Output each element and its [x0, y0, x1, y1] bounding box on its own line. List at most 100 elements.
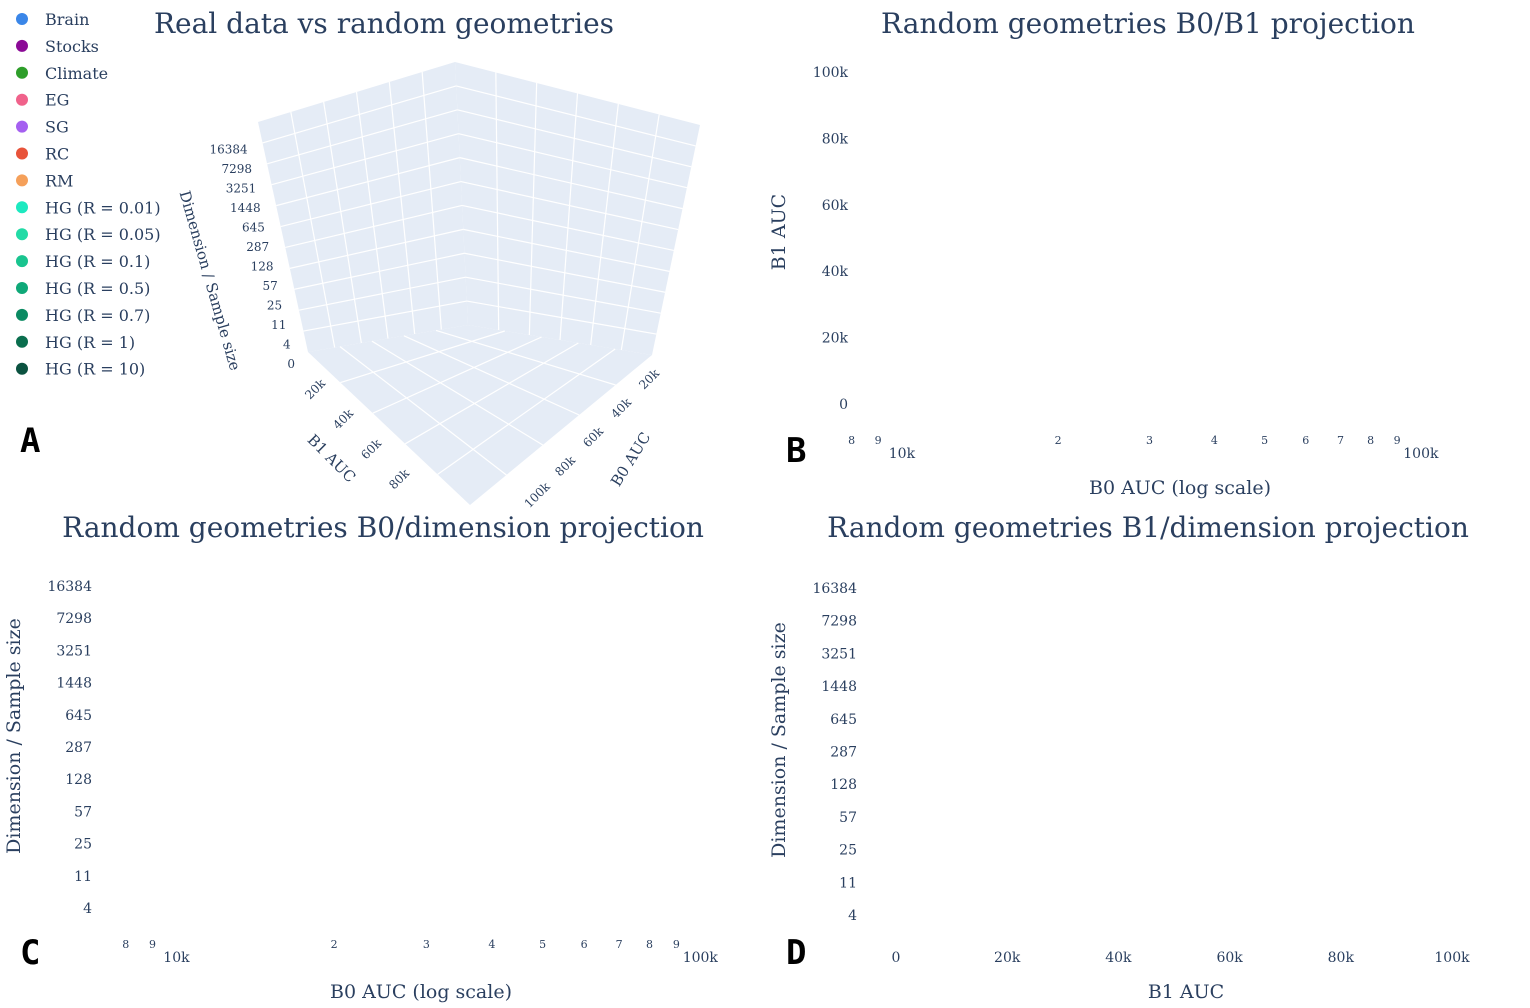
panel-c-ytick: 11: [74, 869, 92, 885]
panel-c-ytick: 25: [74, 837, 92, 853]
panel-d-ytick: 128: [830, 777, 857, 793]
panel-c-xtick-minor: 3: [423, 938, 430, 951]
panel-a-gridline: [266, 109, 458, 165]
panel-d-ticks: 0 20k 40k 60k 80k 100k 4 11 25 57 128 287 645 1448 325…: [812, 581, 1470, 966]
panel-a-ytick: 80k: [386, 466, 412, 492]
legend-label-hg-r-0-5[interactable]: HG (R = 0.5): [45, 279, 150, 298]
panel-b-xtick: 100k: [1403, 446, 1439, 462]
panel-c-xlabel: B0 AUC (log scale): [330, 981, 512, 1003]
panel-b-ytick: 80k: [822, 131, 849, 147]
legend-label-eg[interactable]: EG: [45, 91, 69, 110]
panel-c-ytick: 3251: [56, 643, 92, 659]
panel-a-gridline: [289, 228, 464, 269]
legend-label-hg-r-10[interactable]: HG (R = 10): [45, 360, 145, 379]
panel-b-xtick-minor: 8: [848, 434, 855, 447]
panel-a-gridline: [463, 228, 670, 272]
panel-a-gridline: [290, 111, 336, 348]
legend-label-rm[interactable]: RM: [45, 171, 73, 190]
panel-a-gridline: [435, 329, 616, 386]
panel-a-gridline: [323, 101, 362, 344]
panel-letter-c: C: [20, 933, 40, 973]
panel-c-xtick: 100k: [683, 950, 719, 966]
panel-d-ytick: 1448: [821, 679, 857, 695]
panel-a-ztick: 57: [263, 279, 278, 293]
panel-a-ztick: 7298: [221, 162, 252, 176]
panel-a-ztick: 11: [271, 318, 286, 332]
panel-d-ytick: 645: [830, 712, 857, 728]
panel-a-grid: [262, 71, 696, 476]
panel-d-title: Random geometries B1/dimension projectio…: [827, 511, 1469, 544]
panel-d-chart[interactable]: Random geometries B1/dimension projectio…: [768, 511, 1470, 1003]
legend-marker-hg-r-0-05: [16, 228, 28, 241]
legend[interactable]: Brain Stocks Climate EG SG RC RM HG (R = 0.01) H…: [16, 10, 161, 379]
legend-label-climate[interactable]: Climate: [45, 64, 108, 83]
panel-b-xtick-minor: 4: [1211, 434, 1218, 447]
panel-c-ytick: 645: [65, 708, 92, 724]
legend-marker-hg-r-0-7: [16, 308, 28, 321]
panel-c-xtick-minor: 8: [646, 938, 653, 951]
panel-c-xtick-minor: 9: [149, 938, 156, 951]
legend-label-hg-r-1[interactable]: HG (R = 1): [45, 333, 135, 352]
panel-a-gridline: [280, 180, 462, 228]
legend-marker-hg-r-0-01: [16, 201, 28, 214]
panel-a-3d-chart[interactable]: Real data vs random geometries 0 4 11 25 57 1…: [154, 7, 700, 511]
panel-a-xtick: 80k: [552, 453, 578, 479]
legend-label-stocks[interactable]: Stocks: [45, 37, 99, 56]
panel-a-gridline: [465, 276, 661, 314]
panel-b-ytick: 60k: [822, 198, 849, 214]
panel-a-gridline: [294, 252, 465, 290]
panel-a-gridline: [372, 336, 542, 414]
panel-c-xtick-minor: 8: [122, 938, 129, 951]
panel-a-ylabel: B1 AUC: [304, 431, 359, 486]
panel-a-gridline: [559, 93, 579, 341]
panel-b-ytick: 100k: [813, 65, 849, 81]
panel-d-ytick: 4: [848, 908, 857, 924]
panel-d-ytick: 16384: [812, 581, 857, 597]
panel-a-gridline: [271, 133, 459, 186]
legend-label-hg-r-0-7[interactable]: HG (R = 0.7): [45, 306, 150, 325]
legend-label-brain[interactable]: Brain: [45, 10, 89, 29]
legend-label-hg-r-0-01[interactable]: HG (R = 0.01): [45, 198, 161, 217]
panel-a-ztick: 16384: [210, 143, 249, 157]
panel-c-title: Random geometries B0/dimension projectio…: [62, 511, 704, 544]
panel-c-ytick: 128: [65, 772, 92, 788]
panel-c-ticks: 10k 100k 8 9 2 3 4 5 6 7 8 9 4 11 25 57 128 287 645 1448 325…: [47, 579, 718, 966]
legend-label-hg-r-0-05[interactable]: HG (R = 0.05): [45, 225, 161, 244]
panel-d-ytick: 7298: [821, 614, 857, 630]
panel-c-xtick-minor: 7: [616, 938, 623, 951]
panel-b-chart[interactable]: Random geometries B0/B1 projection 10k 10…: [768, 7, 1439, 499]
panel-a-gridline: [285, 204, 463, 249]
panel-letter-b: B: [786, 431, 806, 471]
legend-label-hg-r-0-1[interactable]: HG (R = 0.1): [45, 252, 150, 271]
legend-label-rc[interactable]: RC: [45, 145, 69, 164]
legend-marker-hg-r-10: [16, 362, 28, 375]
panel-b-ylabel: B1 AUC: [768, 194, 790, 270]
panel-b-ticks: 10k 100k 8 9 2 3 4 5 6 7 8 9 0 20k 40k 60k 80k 100k: [813, 65, 1439, 462]
panel-c-ytick: 7298: [56, 611, 92, 627]
panel-a-gridline: [466, 300, 657, 335]
panel-a-ztick: 287: [246, 240, 269, 254]
panel-a-gridline: [403, 335, 580, 416]
panel-a-xlabel: B0 AUC: [607, 429, 654, 490]
panel-a-ztick: 1448: [230, 201, 261, 215]
panel-c-chart[interactable]: Random geometries B0/dimension projectio…: [3, 511, 718, 1003]
panel-a-gridline: [461, 204, 674, 252]
panel-d-ytick: 11: [839, 875, 857, 891]
panel-a-floor: [308, 325, 652, 505]
panel-a-gridline: [459, 157, 683, 210]
panel-a-ztick: 128: [251, 260, 274, 274]
panel-a-zlabel: Dimension / Sample size: [176, 189, 245, 373]
panel-a-back-wall: [258, 62, 468, 352]
panel-a-ztick: 25: [267, 299, 282, 313]
panel-c-xtick-minor: 2: [331, 938, 338, 951]
panel-a-gridline: [371, 340, 544, 446]
panel-a-gridline: [421, 71, 442, 330]
panel-a-gridline: [460, 180, 679, 231]
panel-a-gridline: [495, 72, 500, 331]
panel-d-xtick: 60k: [1216, 950, 1243, 966]
panel-a-ztick: 645: [242, 221, 265, 235]
panel-b-xtick-minor: 7: [1337, 434, 1344, 447]
panel-d-ylabel: Dimension / Sample size: [768, 622, 790, 858]
legend-label-sg[interactable]: SG: [45, 118, 69, 137]
